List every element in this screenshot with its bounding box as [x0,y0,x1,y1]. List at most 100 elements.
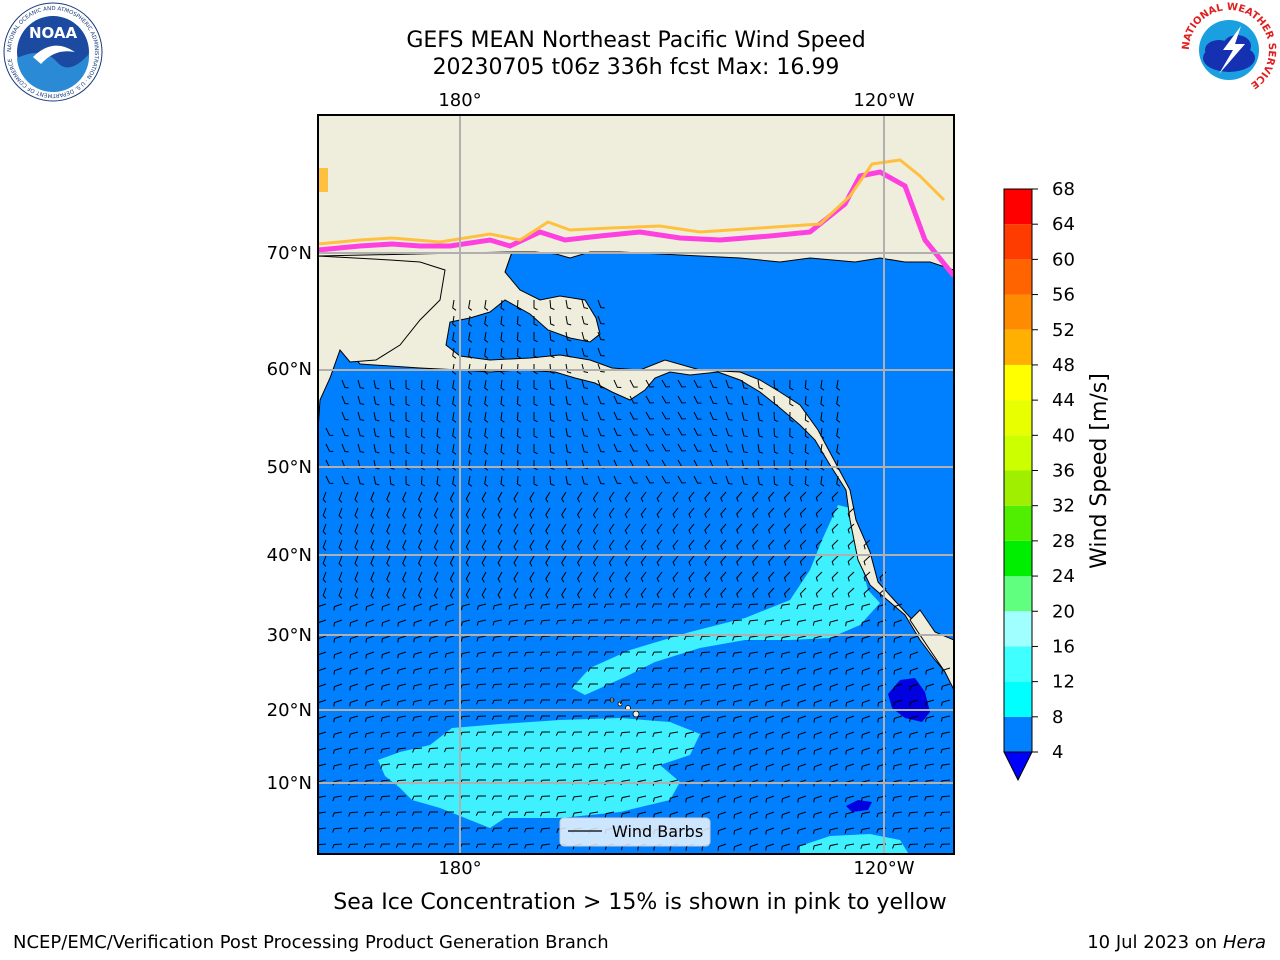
wind-barb [940,731,951,738]
wind-barb [491,747,502,752]
wind-barb [829,715,839,723]
wind-barb [405,427,410,439]
wind-barb [677,443,686,452]
wind-barb [413,603,423,611]
sea-ice-caption: Sea Ice Concentration > 15% is shown in … [333,890,947,915]
wind-barb [683,603,695,608]
wind-barb [924,747,935,754]
wind-barb [704,539,711,551]
wind-barb [783,507,791,518]
wind-barb [428,683,439,690]
wind-barb [460,683,471,689]
wind-barb [688,555,695,567]
wind-barb [924,811,935,817]
wind-barb [893,731,903,739]
wind-barb [893,603,903,611]
wind-barb [516,331,522,343]
wind-barb [497,571,503,583]
nws-logo: NATIONAL WEATHER SERVICE [1180,1,1278,99]
wind-barb [597,331,605,341]
wind-barb [836,443,841,455]
wind-barb [717,747,727,755]
wind-barb [405,379,410,391]
wind-barb [413,651,423,659]
wind-barb [733,843,743,851]
wind-band-tropics [378,718,700,828]
wind-barb [545,491,551,503]
wind-barb [571,731,583,736]
wind-barb [677,411,686,420]
wind-barb [773,379,779,391]
wind-barb [420,427,426,439]
wind-barb [667,635,679,640]
colorbar-tick-label: 36 [1052,461,1075,482]
wind-barb [768,571,775,582]
lat-tick-20n: 20°N [267,700,312,721]
wind-barb [322,539,327,551]
wind-barb [555,667,567,672]
wind-barb [656,587,663,599]
wind-barb [789,475,794,487]
wind-barb [804,379,809,391]
wind-barb [684,699,695,706]
wind-barb [533,348,538,359]
wind-barb [688,507,695,519]
wind-barb [804,475,809,487]
colorbar-tick-label: 8 [1052,707,1063,728]
wind-barb [752,507,759,518]
wind-barb [545,523,551,535]
wind-barb [481,539,487,551]
wind-barb [561,555,567,567]
wind-barb [668,715,679,722]
wind-barb [365,667,375,675]
wind-barb [411,827,422,832]
legend-label: Wind Barbs [612,822,703,841]
wind-barb [797,795,807,803]
wind-barb [508,667,519,673]
chart-subtitle: 20230705 t06z 336h fcst Max: 16.99 [432,55,840,80]
wind-barb [444,667,455,674]
colorbar-tick-label: 56 [1052,285,1075,306]
wind-barb [468,411,473,423]
wind-barb [549,427,555,438]
wind-barb [381,619,391,627]
wind-barb [322,587,327,599]
wind-barb [715,619,727,625]
wind-barb [720,571,727,582]
wind-barb [380,715,391,722]
wind-barb [475,827,487,832]
wind-barb [768,587,775,598]
wind-slow-patch-small [846,800,872,812]
wind-barb [389,427,395,438]
wind-barb [669,811,679,819]
wind-barb [396,731,407,738]
wind-barb [815,555,823,566]
wind-barb [475,715,487,721]
colorbar-tick-label: 60 [1052,249,1075,270]
wind-barb [725,411,733,421]
wind-barb [656,507,663,519]
wind-barb [661,379,671,388]
wind-barb [741,411,748,422]
wind-barb [513,571,519,583]
wind-barb [349,715,359,723]
wind-barb [773,411,779,423]
wind-barb [452,299,457,311]
wind-barb [349,619,359,627]
colorbar-segment [1004,224,1032,260]
wind-barb [436,395,441,407]
wind-barb [693,443,702,452]
wind-barb [452,347,457,359]
wind-barb [481,571,487,583]
colorbar-segment [1004,611,1032,647]
wind-barb [700,667,711,673]
wind-barb [892,779,903,786]
wind-barb [539,747,551,752]
wind-barb [577,555,583,567]
wind-barb [893,651,903,659]
wind-barb [836,379,841,391]
wind-barb [640,507,647,519]
wind-barb [373,395,380,406]
wind-barb [725,427,733,437]
wind-barb [381,635,391,643]
